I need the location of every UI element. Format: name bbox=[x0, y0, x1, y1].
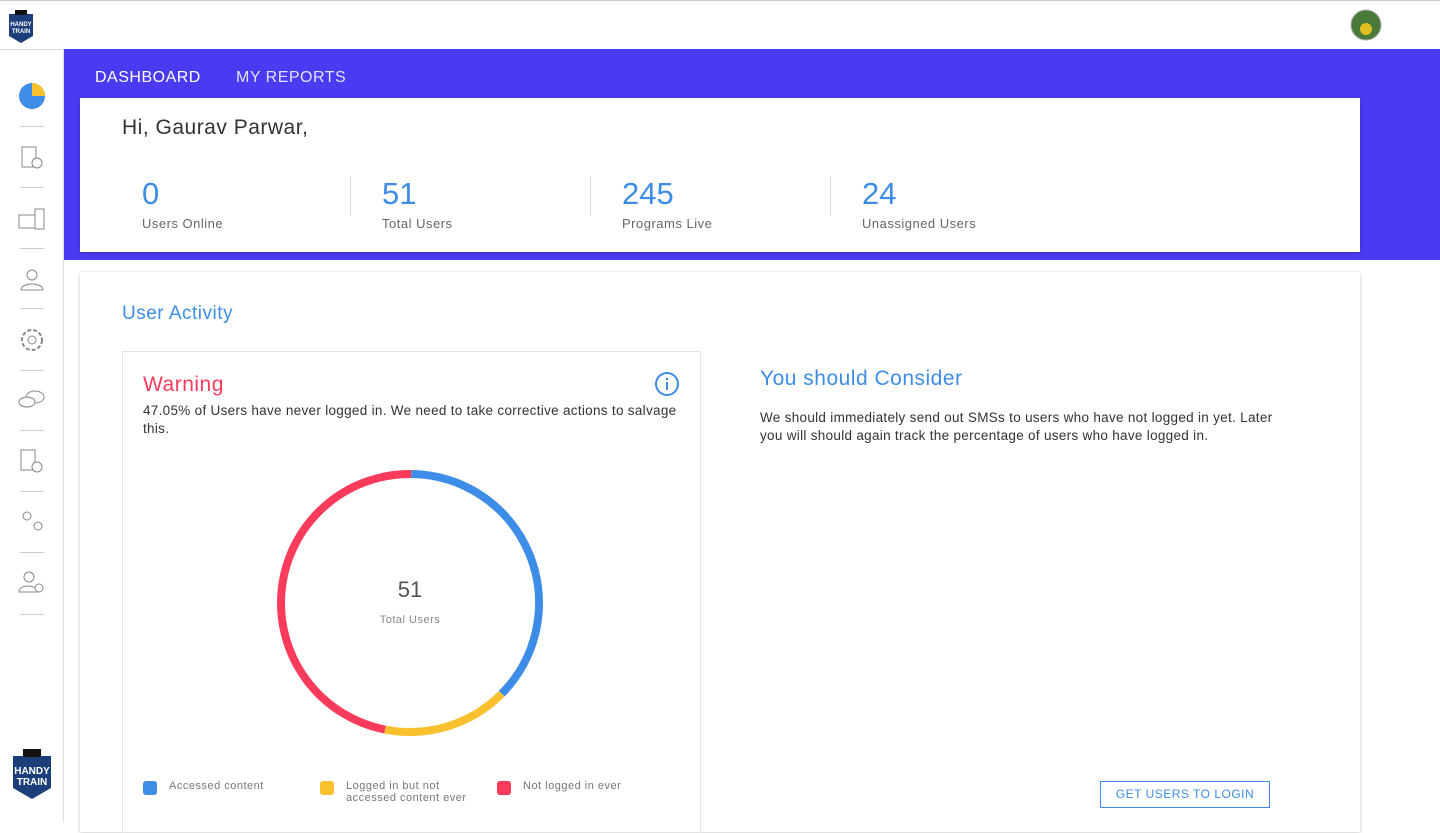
greeting: Hi, Gaurav Parwar, bbox=[122, 116, 309, 139]
stat: 245 Programs Live bbox=[622, 176, 822, 231]
consider-title: You should Consider bbox=[760, 367, 963, 390]
nav-item[interactable]: DASHBOARD bbox=[95, 69, 201, 86]
legend-item: Logged in but not accessed content ever bbox=[320, 780, 485, 804]
warning-text: 47.05% of Users have never logged in. We… bbox=[143, 403, 677, 436]
stat-label: Users Online bbox=[142, 216, 224, 231]
svg-text:HANDY: HANDY bbox=[14, 766, 50, 777]
settings-icon[interactable] bbox=[18, 328, 46, 352]
stat-separator bbox=[350, 176, 351, 216]
divider bbox=[20, 187, 44, 188]
stat-separator bbox=[590, 176, 591, 216]
reports-icon[interactable] bbox=[18, 146, 46, 170]
stat: 24 Unassigned Users bbox=[862, 176, 1062, 231]
legend-swatch bbox=[320, 781, 334, 795]
stat-value: 0 bbox=[142, 176, 160, 211]
login-button[interactable]: GET USERS TO LOGIN bbox=[1100, 781, 1270, 808]
stat-label: Unassigned Users bbox=[862, 216, 977, 231]
stat-label: Total Users bbox=[382, 216, 453, 231]
top-bar: HANDY TRAIN bbox=[0, 0, 1440, 50]
chat-icon[interactable] bbox=[18, 388, 46, 412]
legend-item: Accessed content bbox=[143, 780, 308, 795]
stat-label: Programs Live bbox=[622, 216, 713, 231]
message-icon[interactable] bbox=[18, 207, 46, 231]
warning-title: Warning bbox=[143, 373, 224, 396]
divider bbox=[20, 126, 44, 127]
donut-segment bbox=[384, 690, 505, 736]
legend-label: Logged in but not accessed content ever bbox=[346, 780, 467, 804]
divider bbox=[20, 614, 44, 615]
divider bbox=[20, 248, 44, 249]
nav-item[interactable]: MY REPORTS bbox=[236, 69, 347, 86]
assign-icon[interactable] bbox=[18, 510, 46, 534]
legend-label: Not logged in ever bbox=[523, 780, 622, 792]
summary-card bbox=[80, 98, 1360, 252]
report-icon[interactable] bbox=[18, 449, 46, 473]
consider-text: We should immediately send out SMSs to u… bbox=[760, 410, 1273, 443]
avatar[interactable] bbox=[1350, 9, 1382, 41]
users-icon[interactable] bbox=[18, 267, 46, 291]
divider bbox=[20, 308, 44, 309]
legend-swatch bbox=[143, 781, 157, 795]
legend-swatch bbox=[497, 781, 511, 795]
center-value: 51 bbox=[398, 577, 422, 602]
center-label: Total Users bbox=[380, 614, 441, 626]
legend-label: Accessed content bbox=[169, 780, 264, 792]
stat: 51 Total Users bbox=[382, 176, 582, 231]
stat-value: 51 bbox=[382, 176, 417, 211]
divider bbox=[20, 370, 44, 371]
divider bbox=[20, 430, 44, 431]
svg-text:TRAIN: TRAIN bbox=[17, 777, 48, 788]
stat-separator bbox=[830, 176, 831, 216]
user-settings-icon[interactable] bbox=[18, 570, 46, 594]
donut-segment bbox=[411, 470, 543, 697]
stat-value: 245 bbox=[622, 176, 674, 211]
svg-text:TRAIN: TRAIN bbox=[12, 29, 30, 35]
stat-value: 24 bbox=[862, 176, 897, 211]
info-icon[interactable] bbox=[655, 372, 679, 396]
legend-item: Not logged in ever bbox=[497, 780, 662, 795]
svg-text:HANDY: HANDY bbox=[10, 22, 31, 28]
section-title: User Activity bbox=[122, 303, 234, 324]
divider bbox=[20, 491, 44, 492]
donut-chart: 51 Total Users bbox=[277, 470, 543, 736]
stat: 0 Users Online bbox=[142, 176, 342, 231]
sidebar: HANDY TRAIN bbox=[0, 50, 64, 822]
dashboard-icon[interactable] bbox=[18, 82, 46, 110]
donut-segment bbox=[277, 470, 412, 734]
divider bbox=[20, 552, 44, 553]
